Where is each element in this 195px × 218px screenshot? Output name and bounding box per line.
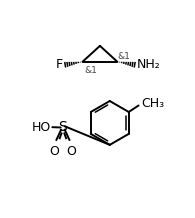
Text: HO: HO: [32, 121, 51, 134]
Text: CH₃: CH₃: [141, 97, 164, 110]
Text: &1: &1: [118, 51, 130, 61]
Text: O: O: [66, 145, 76, 158]
Text: &1: &1: [84, 66, 97, 75]
Text: NH₂: NH₂: [137, 58, 160, 71]
Text: S: S: [58, 121, 67, 135]
Text: F: F: [56, 58, 63, 71]
Text: O: O: [50, 145, 59, 158]
